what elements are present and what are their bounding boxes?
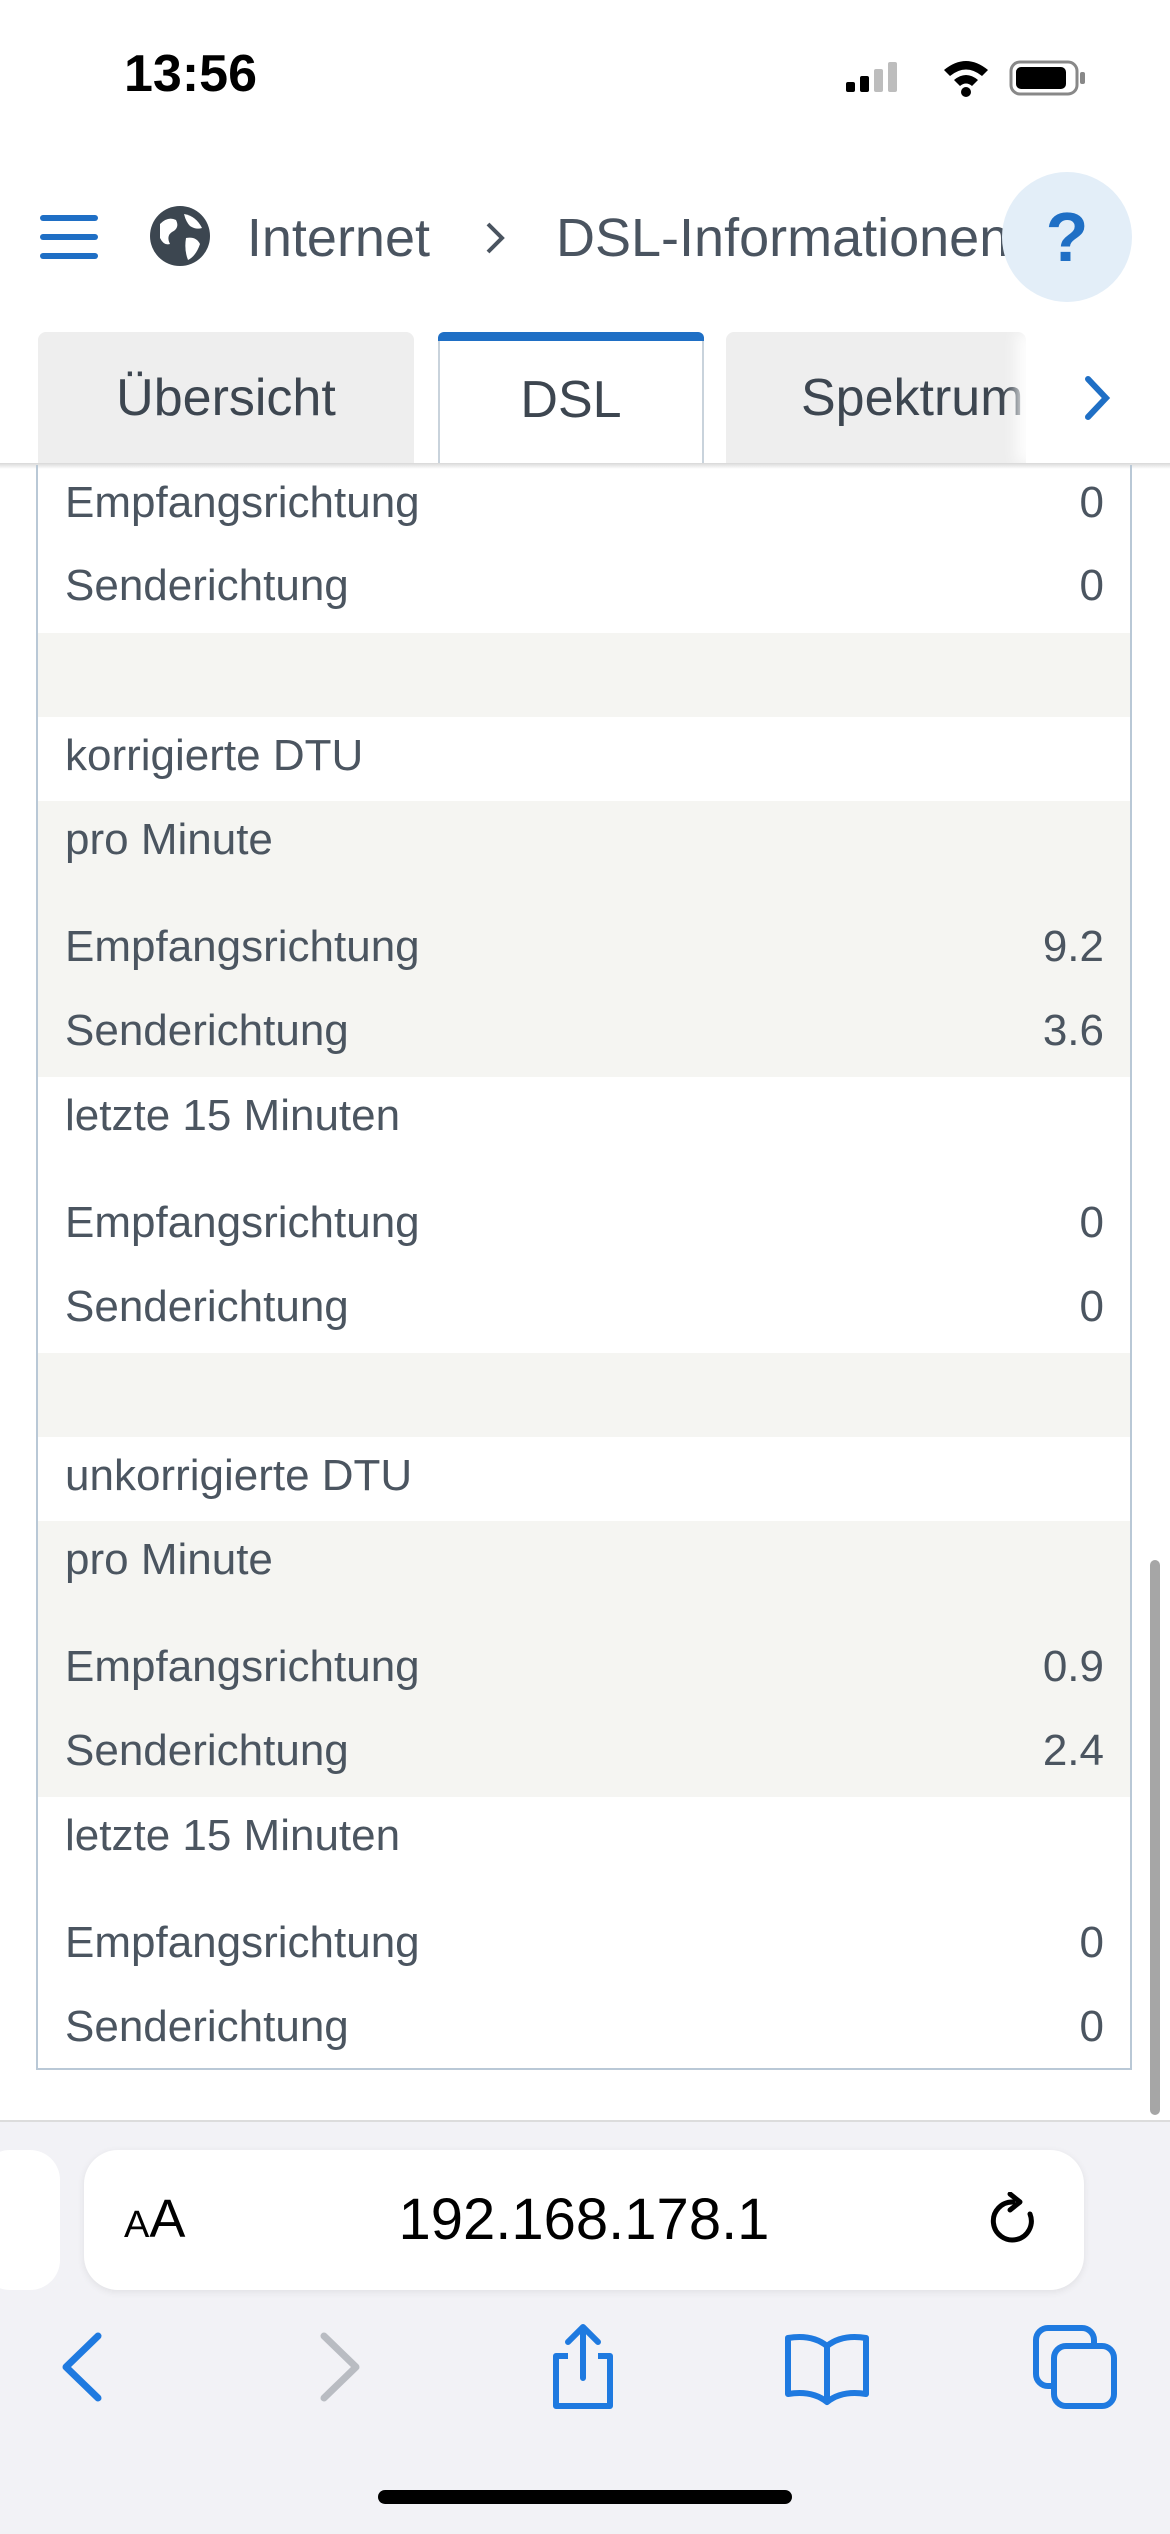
row-label: Empfangsrichtung xyxy=(65,1918,420,1967)
table-spacer-row xyxy=(38,633,1130,717)
help-button[interactable]: ? xyxy=(1002,172,1132,302)
group-heading: letzte 15 Minuten xyxy=(65,1811,401,1860)
row-value: 0 xyxy=(1079,1918,1104,1967)
table-spacer-row xyxy=(38,1353,1130,1437)
battery-icon xyxy=(1009,60,1085,96)
row-label: Senderichtung xyxy=(65,561,349,610)
row-value: 0 xyxy=(1079,1282,1104,1331)
status-bar: 13:56 xyxy=(0,0,1170,150)
tab-bar-divider xyxy=(0,463,1170,469)
table-group-last-15-minutes: letzte 15 Minuten Empfangsrichtung 0 Sen… xyxy=(38,1077,1130,1353)
status-time: 13:56 xyxy=(124,45,257,103)
row-label: Empfangsrichtung xyxy=(65,1642,420,1691)
row-value: 2.4 xyxy=(1042,1726,1104,1775)
row-label: Empfangsrichtung xyxy=(65,478,420,527)
tabs-icon[interactable] xyxy=(1030,2322,1120,2412)
breadcrumb: Internet DSL-Informationen xyxy=(250,208,1009,268)
wifi-icon xyxy=(944,61,988,97)
group-heading: pro Minute xyxy=(65,815,273,864)
row-label: Empfangsrichtung xyxy=(65,1198,420,1247)
back-icon[interactable] xyxy=(40,2322,130,2412)
row-value: 0.9 xyxy=(1042,1642,1104,1691)
row-label: Senderichtung xyxy=(65,1282,349,1331)
breadcrumb-item-internet[interactable]: Internet xyxy=(250,208,430,268)
table-row: Empfangsrichtung 0 xyxy=(38,465,1130,549)
row-label: Empfangsrichtung xyxy=(65,922,420,971)
url-text[interactable]: 192.168.178.1 xyxy=(398,2187,770,2252)
row-label: Senderichtung xyxy=(65,2002,349,2051)
row-value: 0 xyxy=(1079,2002,1104,2051)
row-value: 0 xyxy=(1079,561,1104,610)
tab-spektrum[interactable]: Spektrum xyxy=(726,332,1026,464)
page-scrollbar[interactable] xyxy=(1150,1560,1160,2115)
section-heading: unkorrigierte DTU xyxy=(65,1451,413,1500)
row-label: Senderichtung xyxy=(65,1726,349,1775)
previous-tab-card[interactable] xyxy=(0,2150,60,2290)
row-value: 0 xyxy=(1079,478,1104,527)
tab-scroll-next-button[interactable] xyxy=(1026,332,1170,464)
share-icon[interactable] xyxy=(538,2322,628,2412)
tab-overview[interactable]: Übersicht xyxy=(38,332,414,464)
table-row: korrigierte DTU xyxy=(38,717,1130,801)
hamburger-menu-icon[interactable] xyxy=(40,215,100,259)
address-bar[interactable]: AA 192.168.178.1 xyxy=(84,2150,1084,2290)
table-group-per-minute: pro Minute Empfangsrichtung 0.9 Senderic… xyxy=(38,1521,1130,1797)
table-row: Senderichtung 0 xyxy=(38,549,1130,633)
app-header: Internet DSL-Informationen ? xyxy=(0,150,1170,320)
forward-icon[interactable] xyxy=(292,2322,382,2412)
cellular-signal-icon xyxy=(846,62,897,92)
text-size-button[interactable]: AA xyxy=(124,2189,186,2249)
table-group-per-minute: pro Minute Empfangsrichtung 9.2 Senderic… xyxy=(38,801,1130,1077)
status-icons xyxy=(846,60,1085,97)
table-row: unkorrigierte DTU xyxy=(38,1437,1130,1521)
table-group-last-15-minutes: letzte 15 Minuten Empfangsrichtung 0 Sen… xyxy=(38,1797,1130,2068)
section-heading: korrigierte DTU xyxy=(65,731,364,780)
chevron-right-icon xyxy=(1085,376,1111,420)
row-value: 9.2 xyxy=(1042,922,1104,971)
home-indicator xyxy=(378,2490,792,2504)
dsl-error-table: Empfangsrichtung 0 Senderichtung 0 korri… xyxy=(36,465,1132,2070)
bookmarks-icon[interactable] xyxy=(782,2322,872,2412)
group-heading: letzte 15 Minuten xyxy=(65,1091,401,1140)
browser-toolbar: AA 192.168.178.1 xyxy=(0,2120,1170,2534)
tab-dsl[interactable]: DSL xyxy=(438,332,704,466)
row-value: 3.6 xyxy=(1042,1006,1104,1055)
tab-bar: Übersicht DSL Spektrum xyxy=(0,320,1170,466)
row-label: Senderichtung xyxy=(65,1006,349,1055)
globe-icon[interactable] xyxy=(146,202,214,270)
group-heading: pro Minute xyxy=(65,1535,273,1584)
reload-icon[interactable] xyxy=(984,2192,1042,2250)
breadcrumb-current: DSL-Informationen xyxy=(556,208,1010,268)
row-value: 0 xyxy=(1079,1198,1104,1247)
chevron-right-icon xyxy=(486,222,505,254)
